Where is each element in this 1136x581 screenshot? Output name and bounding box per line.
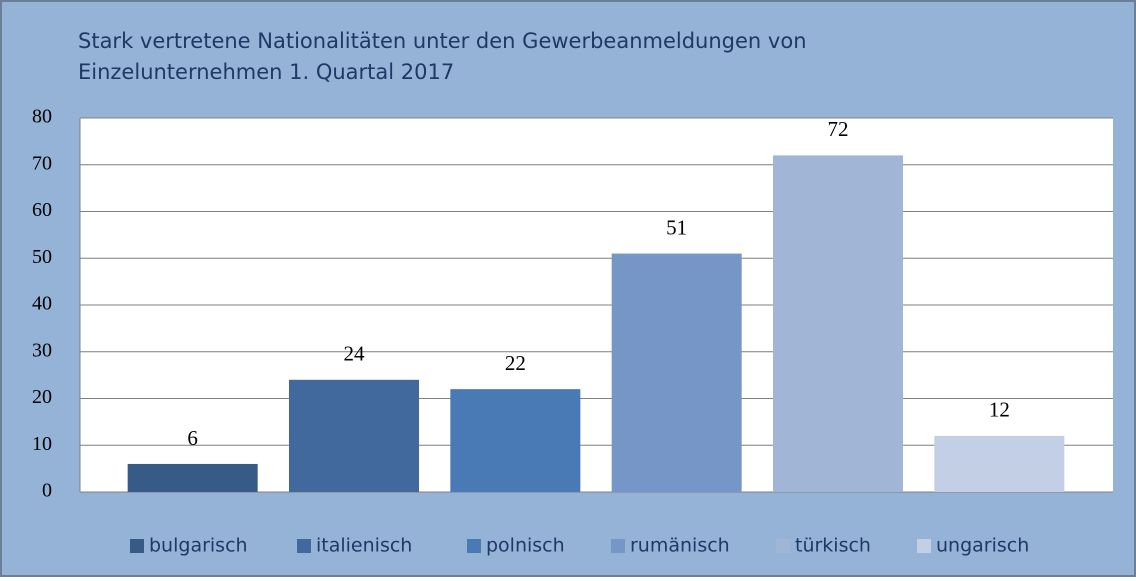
legend-swatch — [611, 539, 625, 553]
data-label: 72 — [828, 117, 849, 141]
y-tick-label: 30 — [32, 339, 52, 361]
legend-label: polnisch — [486, 535, 565, 557]
bar — [773, 155, 903, 492]
legend-label: italienisch — [316, 535, 412, 557]
y-tick-label: 10 — [32, 433, 52, 455]
y-tick-label: 70 — [32, 152, 52, 174]
y-tick-label: 80 — [32, 106, 52, 128]
y-tick-label: 60 — [32, 199, 52, 221]
y-tick-label: 20 — [32, 386, 52, 408]
legend-label: ungarisch — [936, 535, 1029, 557]
y-tick-label: 0 — [42, 480, 52, 502]
data-label: 22 — [505, 351, 526, 375]
data-label: 6 — [187, 426, 198, 450]
bar — [289, 379, 419, 492]
data-label: 24 — [344, 342, 366, 366]
chart-title: Stark vertretene Nationalitäten unter de… — [78, 29, 807, 53]
data-label: 51 — [666, 215, 687, 239]
bar — [934, 435, 1065, 492]
bar — [611, 253, 742, 492]
y-tick-label: 50 — [32, 246, 52, 268]
legend-label: rumänisch — [630, 535, 730, 557]
legend-swatch — [130, 539, 144, 553]
data-label: 12 — [989, 398, 1010, 422]
y-tick-label: 40 — [32, 293, 52, 315]
legend-swatch — [917, 539, 931, 553]
bar — [127, 463, 258, 492]
legend-label: türkisch — [795, 535, 871, 557]
legend-swatch — [467, 539, 481, 553]
legend-label: bulgarisch — [149, 535, 248, 557]
chart-title: Einzelunternehmen 1. Quartal 2017 — [78, 60, 454, 84]
legend-swatch — [776, 539, 790, 553]
legend-swatch — [297, 539, 311, 553]
bar — [450, 389, 581, 492]
